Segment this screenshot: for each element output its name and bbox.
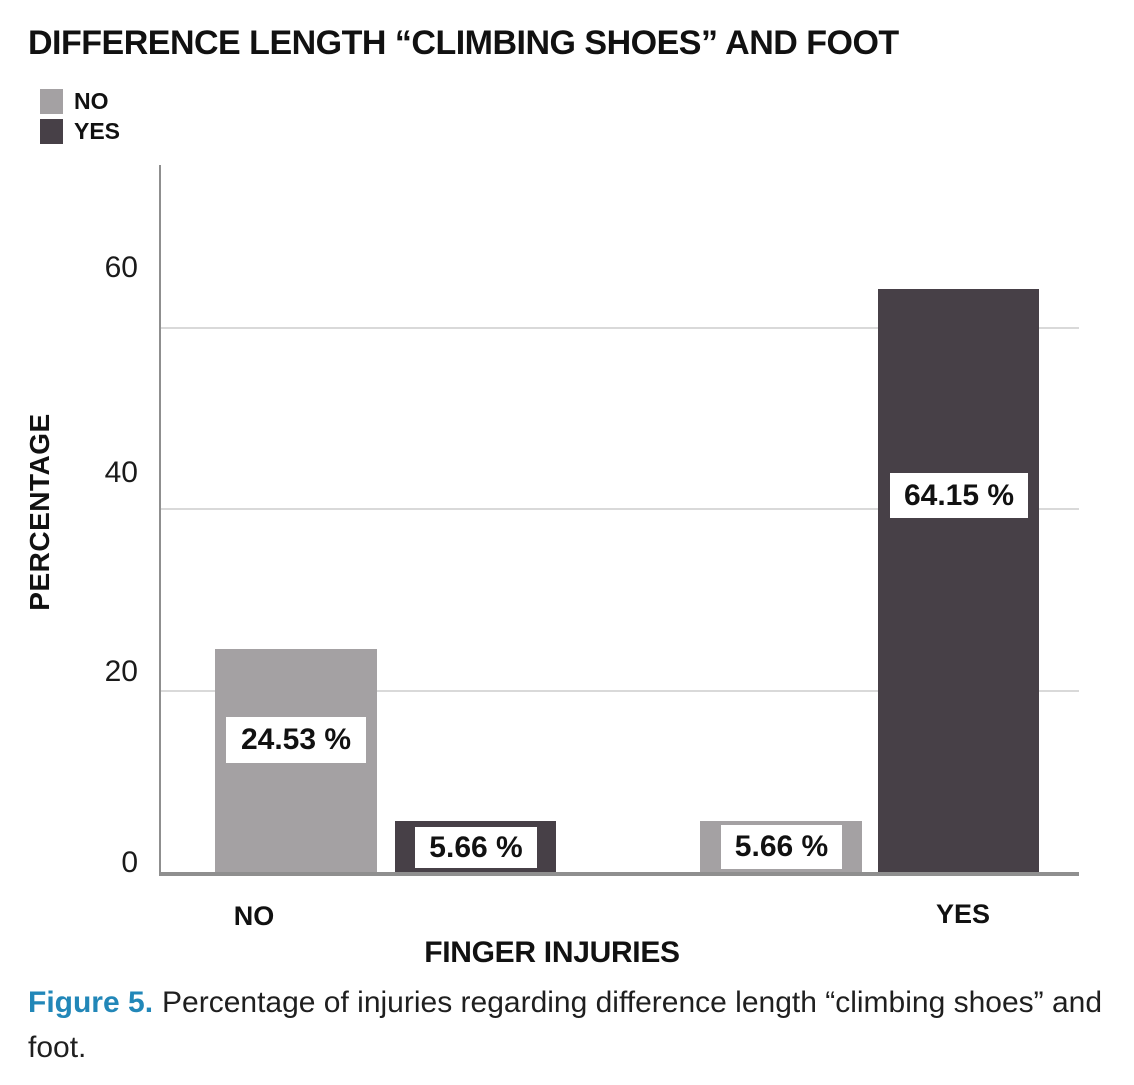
y-axis-line: [159, 165, 161, 872]
x-axis-title: FINGER INJURIES: [424, 936, 680, 969]
legend-swatch-no: [40, 88, 63, 114]
legend-label-no: NO: [74, 87, 109, 114]
gridline-20: [160, 690, 1079, 692]
bar-yes-yes: [878, 289, 1039, 872]
chart-title: DIFFERENCE LENGTH “CLIMBING SHOES” AND F…: [28, 24, 899, 62]
caption-label: Figure 5.: [28, 986, 154, 1019]
figure-caption: Figure 5. Percentage of injuries regardin…: [28, 980, 1103, 1070]
legend-item-no: NO: [40, 86, 120, 116]
value-label-2: 5.66 %: [721, 825, 842, 869]
gridline-40: [160, 508, 1079, 510]
value-label-0: 24.53 %: [226, 717, 366, 763]
value-label-1: 5.66 %: [415, 827, 537, 868]
y-tick-label-20: 20: [104, 655, 138, 688]
legend-item-yes: YES: [40, 116, 120, 146]
x-tick-label-no: NO: [233, 901, 275, 931]
legend-swatch-yes: [40, 118, 63, 144]
value-label-3: 64.15 %: [890, 473, 1028, 518]
y-tick-label-40: 40: [104, 456, 138, 489]
y-tick-label-60: 60: [104, 251, 138, 284]
x-tick-label-yes: YES: [935, 899, 991, 929]
legend-label-yes: YES: [74, 117, 121, 144]
y-tick-label-0: 0: [121, 846, 138, 879]
x-axis-line: [159, 872, 1079, 876]
gridline-60: [160, 327, 1079, 329]
legend: NO YES: [40, 86, 120, 146]
y-axis-title: PERCENTAGE: [24, 413, 55, 611]
caption-text: Percentage of injuries regarding differe…: [28, 986, 1103, 1064]
